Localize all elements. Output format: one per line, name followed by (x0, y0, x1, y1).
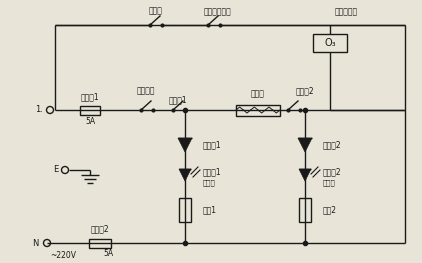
Bar (89, 239, 111, 248)
Text: 温控器2: 温控器2 (296, 87, 314, 95)
Text: 温控器1: 温控器1 (169, 95, 187, 104)
Text: （黄）: （黄） (203, 180, 216, 186)
Text: 臭氧发生器: 臭氧发生器 (335, 8, 358, 17)
Polygon shape (299, 169, 311, 181)
Text: ~220V: ~220V (50, 250, 76, 260)
Text: 二极管2: 二极管2 (323, 140, 342, 149)
Text: E: E (53, 165, 58, 174)
Text: N: N (32, 239, 39, 247)
Bar (80, 106, 100, 115)
Polygon shape (178, 138, 192, 152)
Text: 熔断器2: 熔断器2 (91, 225, 109, 234)
Text: （红）: （红） (323, 180, 336, 186)
Text: 5A: 5A (85, 117, 95, 125)
Text: 电阻2: 电阻2 (323, 205, 337, 215)
Text: 翻热开关: 翻热开关 (137, 87, 155, 95)
Text: 熔断器1: 熔断器1 (81, 93, 99, 102)
Polygon shape (179, 169, 191, 181)
Text: 指示灯1: 指示灯1 (203, 168, 222, 176)
Text: 1.: 1. (35, 105, 43, 114)
Text: O₃: O₃ (324, 38, 336, 48)
Text: 指示灯2: 指示灯2 (323, 168, 342, 176)
Bar (313, 34, 347, 52)
Text: 电阻1: 电阻1 (203, 205, 217, 215)
Bar (236, 105, 280, 116)
Bar (179, 198, 191, 222)
Bar (299, 198, 311, 222)
Text: 发热器: 发热器 (251, 89, 265, 99)
Text: 二极管1: 二极管1 (203, 140, 222, 149)
Text: 5A: 5A (103, 250, 113, 259)
Text: 保鲜定时开关: 保鲜定时开关 (204, 8, 232, 17)
Text: 门开关: 门开关 (149, 7, 163, 16)
Polygon shape (298, 138, 312, 152)
